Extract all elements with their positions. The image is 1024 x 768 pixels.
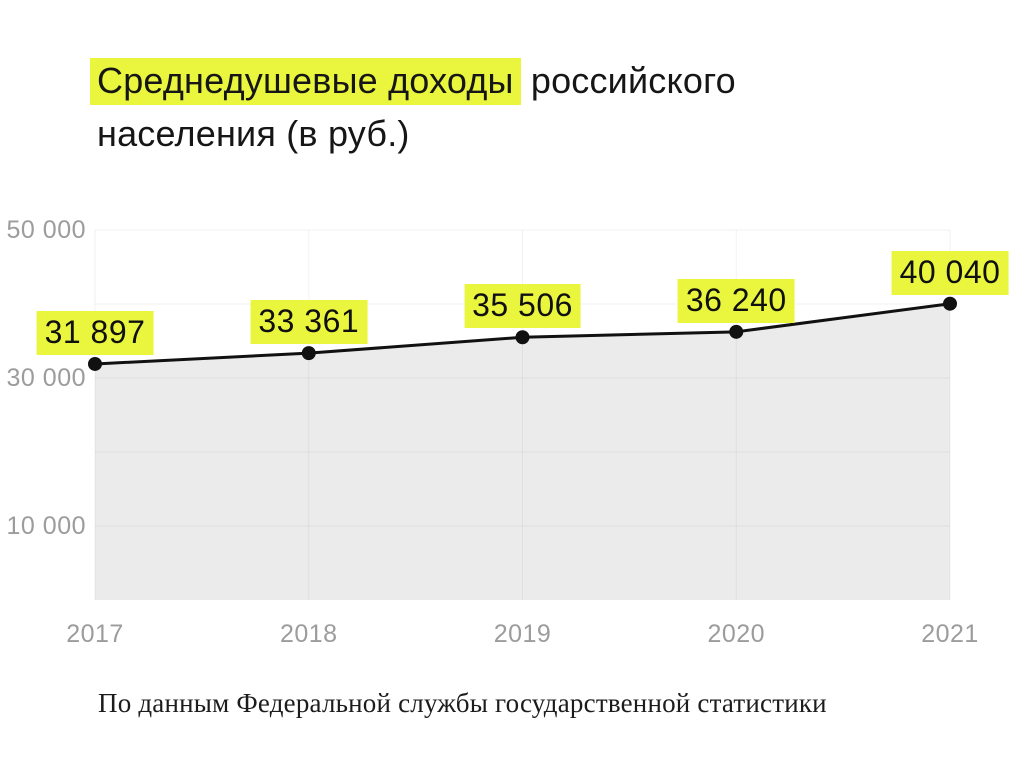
x-axis-label-2020: 2020	[707, 620, 766, 648]
title-line-1-rest: российского	[520, 60, 736, 101]
data-point-2017	[88, 356, 102, 371]
x-axis-label-2019: 2019	[493, 620, 552, 648]
data-label-2021: 40 040	[891, 250, 1009, 295]
x-axis-label-2018: 2018	[279, 620, 338, 648]
title-line-2: населения (в руб.)	[97, 113, 410, 154]
title-highlight: Среднедушевые доходы	[90, 58, 521, 105]
x-axis-label-2017: 2017	[66, 620, 124, 648]
title-line-1: Среднедушевые доходы российского	[90, 54, 736, 107]
y-axis-label-10000: 10 000	[6, 512, 86, 540]
page-title: Среднедушевые доходы российского населен…	[90, 54, 736, 160]
x-axis-label-2021: 2021	[921, 620, 979, 648]
data-point-2018	[301, 346, 316, 361]
data-point-2020	[729, 324, 744, 339]
data-point-2019	[515, 330, 530, 345]
data-label-2019: 35 506	[464, 284, 581, 329]
area-fill	[95, 303, 950, 600]
data-label-2017: 31 897	[36, 310, 154, 355]
data-point-2021	[943, 296, 957, 311]
data-label-2018: 33 361	[250, 300, 368, 345]
data-label-2020: 36 240	[677, 278, 795, 323]
source-note: По данным Федеральной службы государстве…	[98, 688, 827, 718]
y-axis-label-50000: 50 000	[6, 216, 86, 244]
y-axis-label-30000: 30 000	[6, 364, 86, 392]
